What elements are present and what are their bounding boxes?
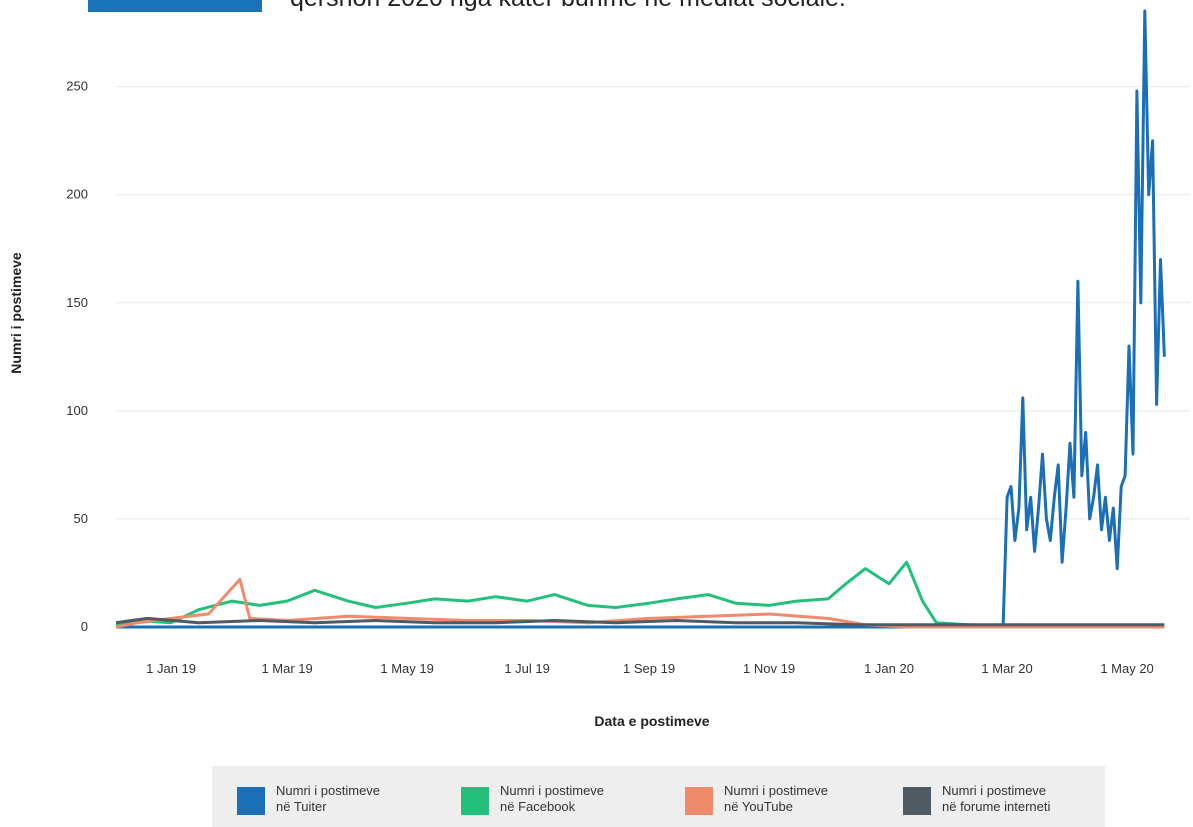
legend-label-tuiter: Numri i postimeve në Tuiter [276, 783, 436, 815]
legend-label-line2: në forume interneti [942, 799, 1051, 814]
y-tick-label: 200 [66, 187, 88, 202]
x-tick-label: 1 Jan 19 [146, 661, 196, 676]
legend-swatch-tuiter [237, 787, 265, 815]
legend-label-line2: në YouTube [724, 799, 793, 814]
legend-label-line1: Numri i postimeve [500, 783, 605, 798]
series-line-tuiter [116, 9, 1166, 629]
legend-swatch-youtube [685, 787, 713, 815]
x-tick-label: 1 Jan 20 [864, 661, 914, 676]
x-tick-label: 1 Mar 20 [981, 661, 1032, 676]
legend-swatch-facebook [461, 787, 489, 815]
legend-label-youtube: Numri i postimeve në YouTube [724, 783, 884, 815]
y-tick-label: 250 [66, 79, 88, 94]
legend-label-facebook: Numri i postimeve në Facebook [500, 783, 660, 815]
legend-label-line1: Numri i postimeve [942, 783, 1047, 798]
y-axis-title: Numri i postimeve [8, 252, 24, 374]
legend-label-line2: në Facebook [500, 799, 576, 814]
chart-legend: Numri i postimeve në Tuiter Numri i post… [212, 766, 1105, 827]
grid-lines [116, 86, 1190, 520]
x-tick-label: 1 May 19 [380, 661, 433, 676]
x-tick-label: 1 Mar 19 [261, 661, 312, 676]
y-tick-label: 0 [81, 619, 88, 634]
x-tick-label: 1 May 20 [1100, 661, 1153, 676]
x-axis-ticks: 1 Jan 19 1 Mar 19 1 May 19 1 Jul 19 1 Sep 19… [146, 661, 1154, 676]
line-chart: 0 50 100 150 200 250 1 Jan 19 1 Mar 19 1 May 19… [8, 9, 1190, 729]
x-axis-title: Data e postimeve [594, 713, 709, 729]
legend-label-forume: Numri i postimeve në forume interneti [942, 783, 1102, 815]
y-tick-label: 100 [66, 403, 88, 418]
y-tick-label: 50 [74, 511, 88, 526]
x-tick-label: 1 Nov 19 [743, 661, 795, 676]
y-axis-ticks: 0 50 100 150 200 250 [66, 79, 88, 634]
x-tick-label: 1 Sep 19 [623, 661, 675, 676]
header-accent-box [88, 0, 262, 12]
series-lines [115, 9, 1166, 629]
series-line-forume [115, 616, 1165, 627]
x-tick-label: 1 Jul 19 [504, 661, 550, 676]
legend-label-line2: në Tuiter [276, 799, 327, 814]
series-line-facebook [115, 560, 1165, 629]
legend-swatch-forume [903, 787, 931, 815]
y-tick-label: 150 [66, 295, 88, 310]
legend-label-line1: Numri i postimeve [724, 783, 829, 798]
legend-label-line1: Numri i postimeve [276, 783, 381, 798]
chart-subtitle-fragment: qershori 2020 nga katër burime në mediat… [290, 0, 1190, 13]
